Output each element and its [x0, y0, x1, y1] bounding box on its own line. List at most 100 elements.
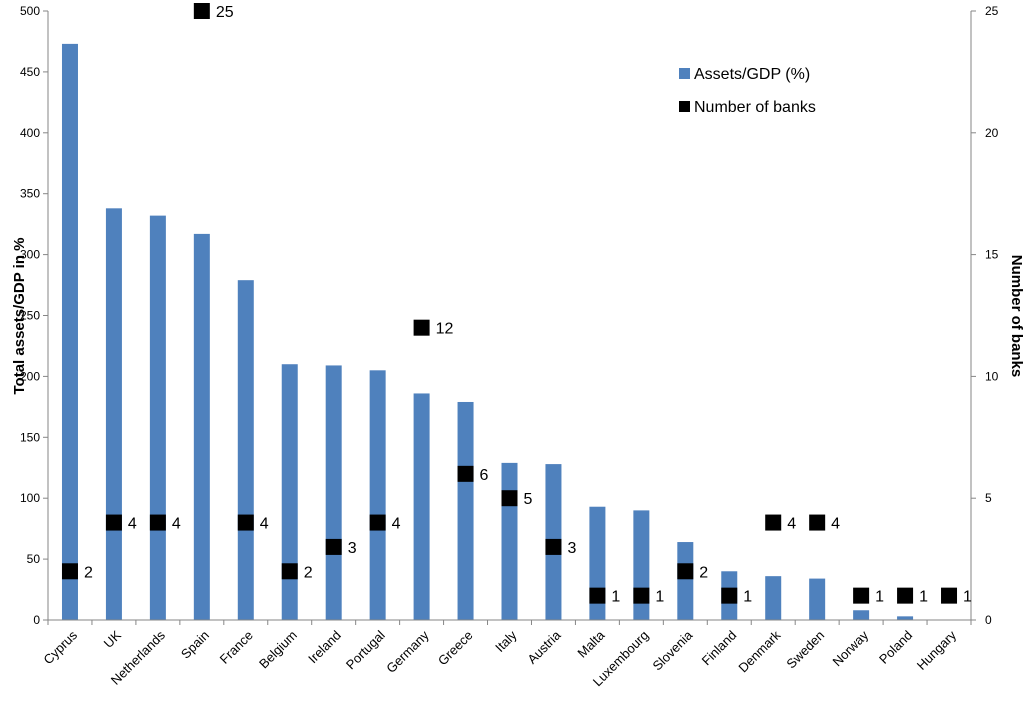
y2-tick-label-20: 20	[985, 126, 999, 140]
x-tick-label-ireland: Ireland	[305, 628, 344, 667]
y-tick-label-150: 150	[20, 430, 40, 444]
bar-cyprus	[61, 43, 78, 621]
bar-norway	[853, 610, 870, 620]
data-label-uk: 4	[128, 516, 137, 533]
marker-france	[237, 514, 254, 531]
y-tick-label-100: 100	[20, 491, 40, 505]
marker-austria	[545, 538, 562, 555]
x-tick-label-cyprus: Cyprus	[40, 627, 80, 667]
data-label-hungary: 1	[963, 589, 972, 606]
data-label-portugal: 4	[392, 516, 401, 533]
bar-germany	[413, 393, 430, 620]
data-label-cyprus: 2	[84, 564, 93, 581]
markers-layer	[61, 3, 958, 604]
x-tick-label-spain: Spain	[178, 628, 212, 662]
x-tick-label-denmark: Denmark	[735, 627, 783, 675]
data-label-italy: 5	[524, 491, 533, 508]
data-label-spain: 25	[216, 4, 234, 21]
bar-ireland	[325, 365, 342, 620]
x-tick-label-germany: Germany	[383, 627, 432, 676]
x-tick-label-portugal: Portugal	[343, 627, 388, 672]
y2-axis-title: Number of banks	[1008, 255, 1025, 378]
bar-poland	[897, 616, 914, 620]
bar-sweden	[809, 578, 826, 620]
marker-luxembourg	[633, 587, 650, 604]
bar-denmark	[765, 576, 782, 620]
data-label-germany: 12	[436, 321, 454, 338]
x-tick-label-france: France	[217, 628, 256, 667]
bar-portugal	[369, 370, 386, 620]
data-label-luxembourg: 1	[655, 589, 664, 606]
data-label-denmark: 4	[787, 516, 796, 533]
bar-netherlands	[149, 215, 166, 620]
data-label-austria: 3	[567, 540, 576, 557]
y-tick-label-300: 300	[20, 248, 40, 262]
y-tick-label-450: 450	[20, 65, 40, 79]
y-tick-label-400: 400	[20, 126, 40, 140]
bar-spain	[193, 233, 210, 621]
marker-netherlands	[149, 514, 166, 531]
x-tick-label-poland: Poland	[876, 628, 915, 667]
marker-greece	[457, 465, 474, 482]
bar-france	[237, 280, 254, 620]
data-label-slovenia: 2	[699, 564, 708, 581]
marker-norway	[853, 587, 870, 604]
y-axis-title: Total assets/GDP in %	[11, 238, 28, 395]
bar-italy	[501, 462, 518, 620]
legend: Assets/GDP (%) Number of banks	[679, 66, 816, 116]
x-tick-label-austria: Austria	[524, 627, 564, 667]
y-tick-label-0: 0	[33, 613, 40, 627]
bar-belgium	[281, 364, 298, 620]
x-tick-label-belgium: Belgium	[256, 628, 300, 672]
data-label-belgium: 2	[304, 564, 313, 581]
data-label-norway: 1	[875, 589, 884, 606]
data-label-sweden: 4	[831, 516, 840, 533]
legend-swatch-banks	[679, 101, 690, 112]
x-tick-label-finland: Finland	[699, 628, 740, 669]
y-tick-label-500: 500	[20, 4, 40, 18]
bar-uk	[105, 208, 122, 621]
axes-layer	[43, 10, 976, 625]
y2-tick-label-10: 10	[985, 369, 999, 383]
marker-hungary	[941, 587, 958, 604]
bar-slovenia	[677, 542, 694, 620]
x-tick-label-uk: UK	[101, 627, 125, 651]
bars-layer	[61, 43, 914, 621]
marker-poland	[897, 587, 914, 604]
x-tick-label-greece: Greece	[435, 628, 476, 669]
y-tick-label-250: 250	[20, 309, 40, 323]
legend-label-assets: Assets/GDP (%)	[694, 66, 810, 83]
data-label-poland: 1	[919, 589, 928, 606]
legend-swatch-assets	[679, 68, 690, 79]
marker-portugal	[369, 514, 386, 531]
data-label-greece: 6	[480, 467, 489, 484]
x-tick-label-norway: Norway	[829, 627, 871, 669]
x-tick-label-malta: Malta	[574, 627, 608, 661]
x-tick-label-hungary: Hungary	[914, 627, 960, 673]
marker-uk	[105, 514, 122, 531]
data-label-france: 4	[260, 516, 269, 533]
marker-spain	[193, 3, 210, 19]
y2-tick-label-0: 0	[985, 613, 992, 627]
y2-tick-label-25: 25	[985, 4, 999, 18]
marker-finland	[721, 587, 738, 604]
marker-malta	[589, 587, 606, 604]
marker-denmark	[765, 514, 782, 531]
marker-slovenia	[677, 563, 694, 580]
data-label-netherlands: 4	[172, 516, 181, 533]
y-tick-label-200: 200	[20, 369, 40, 383]
bar-greece	[457, 401, 474, 620]
y2-tick-label-5: 5	[985, 491, 992, 505]
x-tick-label-italy: Italy	[492, 627, 520, 655]
data-label-malta: 1	[611, 589, 620, 606]
marker-belgium	[281, 563, 298, 580]
marker-italy	[501, 490, 518, 507]
y-tick-label-50: 50	[27, 552, 41, 566]
marker-germany	[413, 319, 430, 336]
data-label-ireland: 3	[348, 540, 357, 557]
legend-label-banks: Number of banks	[694, 99, 816, 116]
marker-ireland	[325, 538, 342, 555]
x-tick-label-slovenia: Slovenia	[650, 627, 696, 673]
x-tick-label-sweden: Sweden	[783, 628, 827, 672]
